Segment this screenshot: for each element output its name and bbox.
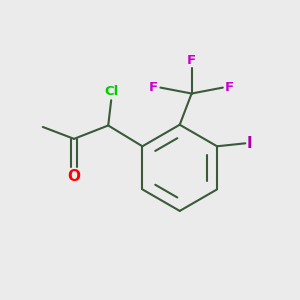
Text: I: I [247, 136, 252, 151]
Text: F: F [149, 81, 158, 94]
Text: F: F [187, 54, 196, 67]
Text: Cl: Cl [104, 85, 118, 98]
Text: F: F [225, 81, 234, 94]
Text: O: O [68, 169, 80, 184]
